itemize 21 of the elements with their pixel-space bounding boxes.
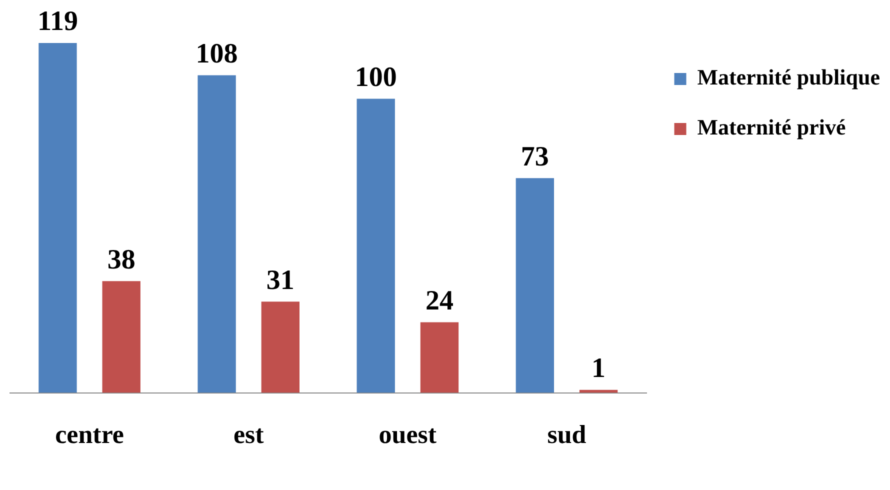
data-label: 108	[196, 38, 238, 70]
x-tick-label: centre	[55, 420, 124, 450]
data-label: 31	[266, 264, 294, 296]
bar	[356, 98, 395, 393]
x-tick-label: sud	[547, 420, 587, 450]
bar	[516, 178, 554, 393]
bar	[102, 281, 140, 393]
data-label: 38	[107, 244, 136, 276]
bar	[38, 42, 77, 393]
legend-label: Maternité publique	[697, 64, 880, 90]
bar	[261, 302, 300, 393]
data-label: 73	[520, 141, 549, 172]
data-label: 119	[37, 6, 78, 38]
bar	[198, 75, 236, 393]
legend-label: Maternité privé	[697, 114, 846, 140]
x-tick-label: ouest	[378, 420, 437, 450]
x-tick-label: est	[233, 420, 264, 450]
data-label: 1	[592, 353, 606, 384]
data-label: 100	[354, 62, 397, 94]
bar	[420, 322, 459, 393]
data-label: 24	[425, 285, 454, 316]
